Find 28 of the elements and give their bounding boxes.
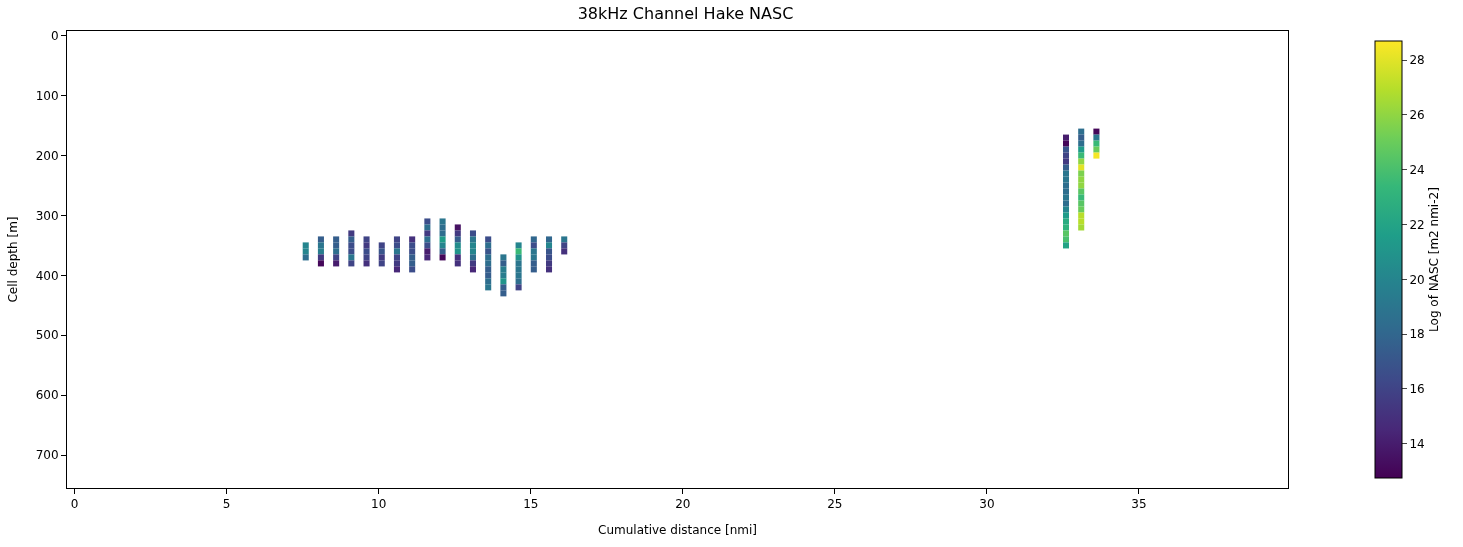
color-bar-label: 16 [1409, 382, 1425, 397]
x-tick-label: 0 [70, 497, 79, 512]
color-bar-label: 20 [1409, 272, 1425, 287]
y-tick-label: 100 [35, 88, 59, 103]
x-tick-label: 5 [222, 497, 231, 512]
y-tick-label: 300 [35, 208, 59, 223]
x-axis-title: Cumulative distance [nmi] [598, 523, 757, 538]
x-tick-label: 30 [979, 497, 995, 512]
chart-title: 38kHz Channel Hake NASC [577, 4, 794, 24]
y-tick-label: 0 [50, 28, 59, 43]
y-tick-label: 600 [35, 388, 59, 403]
y-tick-label: 400 [35, 268, 59, 283]
color-bar-label: 28 [1409, 53, 1425, 68]
y-tick-label: 700 [35, 448, 59, 463]
color-bar-label: 26 [1409, 108, 1425, 123]
x-tick-label: 10 [371, 497, 387, 512]
x-tick-label: 35 [1131, 497, 1147, 512]
x-tick-label: 25 [827, 497, 843, 512]
y-tick-label: 200 [35, 148, 59, 163]
color-bar-label: 22 [1409, 217, 1425, 232]
color-bar-label: 24 [1409, 162, 1425, 177]
x-tick-label: 20 [675, 497, 691, 512]
y-axis-title: Cell depth [m] [5, 216, 20, 303]
y-tick-label: 500 [35, 328, 59, 343]
color-bar-label: 14 [1409, 436, 1425, 451]
color-bar-label: 18 [1409, 327, 1425, 342]
color-bar-title: Log of NASC [m2 nmi-2] [1426, 187, 1441, 332]
x-tick-label: 15 [523, 497, 539, 512]
